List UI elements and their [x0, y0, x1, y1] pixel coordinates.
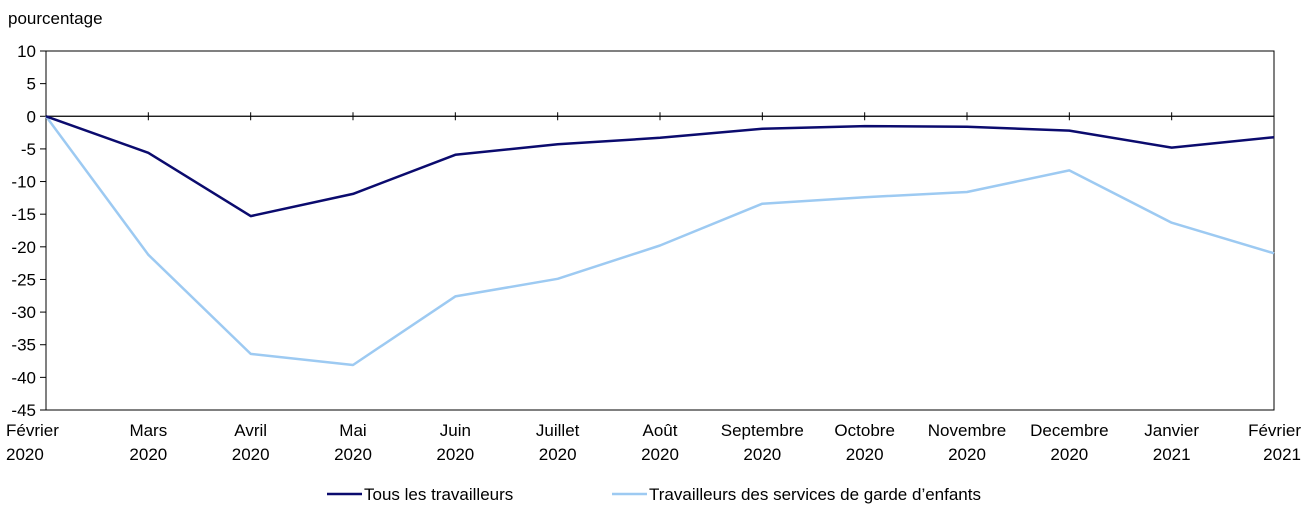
legend-label: Tous les travailleurs — [364, 485, 513, 504]
x-tick-label-month: Février — [1248, 421, 1301, 440]
x-tick-label-year: 2020 — [436, 445, 474, 464]
x-tick-label-month: Mars — [129, 421, 167, 440]
series-line-1 — [46, 116, 1274, 365]
legend: Tous les travailleurs Travailleurs des se… — [327, 485, 981, 504]
x-tick-label-year: 2020 — [232, 445, 270, 464]
x-tick-label-year: 2020 — [6, 445, 44, 464]
y-axis-label: pourcentage — [8, 9, 103, 28]
x-tick-label-month: Decembre — [1030, 421, 1108, 440]
x-tick-label-month: Septembre — [721, 421, 804, 440]
x-tick-label-month: Mai — [339, 421, 366, 440]
y-tick-label: -30 — [11, 303, 36, 322]
x-tick-label-month: Octobre — [834, 421, 894, 440]
x-axis: Février 2020 Mars 2020 Avril 2020 Mai 2020 Juin 2… — [6, 112, 1301, 464]
y-axis: 10 5 0 -5 -10 -15 -20 -25 -30 -35 -40 -45 — [11, 42, 46, 420]
x-tick-label-month: Juillet — [536, 421, 580, 440]
plot-area — [46, 51, 1274, 410]
x-tick-label-year: 2020 — [129, 445, 167, 464]
x-tick-label-year: 2020 — [539, 445, 577, 464]
y-tick-label: -5 — [21, 140, 36, 159]
x-tick-label-year: 2020 — [641, 445, 679, 464]
x-tick-label-month: Janvier — [1144, 421, 1199, 440]
x-tick-label-year: 2020 — [1050, 445, 1088, 464]
y-tick-label: -15 — [11, 205, 36, 224]
y-tick-label: 10 — [17, 42, 36, 61]
y-tick-label: 0 — [27, 107, 36, 126]
legend-label: Travailleurs des services de garde d’enf… — [649, 485, 981, 504]
x-tick-label-year: 2020 — [948, 445, 986, 464]
y-tick-label: -45 — [11, 401, 36, 420]
x-tick-label-month: Juin — [440, 421, 471, 440]
y-tick-label: -25 — [11, 270, 36, 289]
x-tick-label-year: 2020 — [846, 445, 884, 464]
x-tick-label-month: Avril — [234, 421, 267, 440]
y-tick-label: -40 — [11, 368, 36, 387]
series-lines — [46, 116, 1274, 365]
y-tick-label: -35 — [11, 336, 36, 355]
x-tick-label-month: Novembre — [928, 421, 1006, 440]
y-tick-label: -20 — [11, 238, 36, 257]
x-tick-label-year: 2020 — [743, 445, 781, 464]
y-tick-label: 5 — [27, 75, 36, 94]
x-tick-label-year: 2021 — [1153, 445, 1191, 464]
series-line-0 — [46, 116, 1274, 216]
x-tick-label-year: 2020 — [334, 445, 372, 464]
x-tick-label-month: Février — [6, 421, 59, 440]
x-tick-label-month: Août — [643, 421, 678, 440]
y-tick-label: -10 — [11, 173, 36, 192]
x-tick-label-year: 2021 — [1263, 445, 1301, 464]
